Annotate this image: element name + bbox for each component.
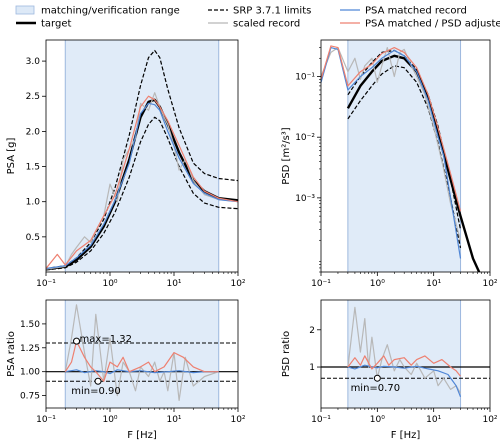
- axes-frame: [320, 299, 491, 409]
- extreme-marker: [73, 337, 81, 345]
- y-tick-label: 2: [309, 326, 315, 336]
- series-psa-matched-psd-adjusted: [321, 45, 462, 212]
- series-target: [46, 98, 238, 271]
- x-tick-label: 10²: [482, 279, 497, 289]
- legend-label: SRP 3.7.1 limits: [233, 6, 311, 17]
- panel-psa: 10⁻¹ 10⁰ 10¹ 10² 0.5 1.0 1.5 2.0 2.5 3.0 PSA [g]: [6, 39, 246, 289]
- y-tick-label: 1.00: [20, 368, 40, 378]
- x-tick-label: 10⁻¹: [36, 279, 56, 289]
- series-scaled-record: [64, 304, 219, 401]
- x-tick-label: 10¹: [166, 279, 181, 289]
- series-psa-matched-psd-adjusted: [347, 355, 461, 377]
- series-scaled-record: [46, 92, 238, 270]
- series-psa-matched-record: [321, 47, 462, 259]
- x-axis-label: F [Hz]: [127, 430, 157, 441]
- series-scaled-record: [347, 306, 462, 394]
- x-tick-label: 10¹: [426, 415, 441, 425]
- y-tick-label: 1.5: [26, 163, 40, 173]
- x-tick-label: 10⁻¹: [311, 415, 331, 425]
- y-axis-label: PSA [g]: [6, 138, 17, 175]
- y-tick-label: 2.0: [26, 127, 41, 137]
- series-srp-3-7-1-limits: [46, 116, 238, 271]
- y-tick-label: 1.25: [20, 344, 40, 354]
- legend-swatch: [15, 5, 35, 15]
- y-tick-label: 2.5: [26, 92, 40, 102]
- y-tick-label: 10⁻¹: [295, 73, 315, 83]
- plot-area: [46, 49, 238, 271]
- legend-label: PSA matched record: [365, 6, 467, 17]
- y-tick-label: 0.5: [26, 233, 40, 243]
- y-tick-label: 1.50: [20, 320, 40, 330]
- matching-range: [65, 300, 219, 408]
- y-axis-label: PSA ratio: [6, 331, 17, 377]
- legend-entry: SRP 3.7.1 limits: [208, 6, 311, 17]
- legend-entry: matching/verification range: [15, 5, 180, 17]
- marker-label: min=0.70: [351, 383, 401, 394]
- y-tick-label: 10⁻³: [295, 194, 315, 204]
- x-tick-label: 10⁰: [102, 415, 117, 425]
- legend-label: PSA matched / PSD adjusted: [365, 19, 500, 30]
- x-tick-label: 10²: [230, 415, 245, 425]
- series-scaled-record: [321, 47, 462, 241]
- x-tick-label: 10⁰: [102, 279, 117, 289]
- y-axis-label: PSD ratio: [281, 331, 292, 377]
- legend-entry: PSA matched / PSD adjusted: [340, 19, 500, 30]
- series-psa-matched-record: [347, 364, 462, 398]
- matching-range: [65, 40, 219, 272]
- x-tick-label: 10⁰: [370, 415, 385, 425]
- plot-area: [321, 45, 481, 272]
- axes-frame: [45, 299, 239, 409]
- y-tick-label: 0.75: [20, 392, 40, 402]
- panel-psa-ratio: 10⁻¹ 10⁰ 10¹ 10² 0.75 1.00 1.25 1.50 max=1.32 min…: [6, 299, 246, 441]
- x-axis-label: F [Hz]: [391, 430, 421, 441]
- y-tick-label: 3.0: [26, 57, 41, 67]
- x-tick-label: 10²: [230, 279, 245, 289]
- plot-area: [321, 306, 490, 398]
- y-tick-label: 1.0: [26, 198, 41, 208]
- legend-label: target: [41, 19, 71, 30]
- x-tick-label: 10¹: [166, 415, 181, 425]
- marker-label: max=1.32: [80, 334, 132, 345]
- y-tick-label: 1: [309, 363, 315, 373]
- legend-label: scaled record: [233, 19, 300, 30]
- extreme-marker: [94, 377, 102, 385]
- x-tick-label: 10⁻¹: [311, 279, 331, 289]
- matching-range: [347, 300, 461, 408]
- x-tick-label: 10⁻¹: [36, 415, 56, 425]
- legend-entry: target: [16, 19, 71, 30]
- x-tick-label: 10²: [482, 415, 497, 425]
- legend-entry: scaled record: [208, 19, 300, 30]
- legend-entry: PSA matched record: [340, 6, 467, 17]
- panel-psd-ratio: 10⁻¹ 10⁰ 10¹ 10² 1 2 min=0.70 PSD ratio F [Hz]: [281, 299, 498, 441]
- panel-psd: 10⁻¹ 10⁰ 10¹ 10² 10⁻³ 10⁻² 10⁻¹ PSD [m²/s³]: [281, 39, 498, 289]
- axes-frame: [45, 39, 239, 273]
- y-axis-label: PSD [m²/s³]: [281, 127, 292, 184]
- extreme-marker: [373, 374, 381, 382]
- x-tick-label: 10⁰: [370, 279, 385, 289]
- axes-frame: [320, 39, 491, 273]
- series-psa-matched-psd-adjusted: [46, 95, 238, 269]
- marker-label: min=0.90: [71, 386, 121, 397]
- series-psa-matched-psd-adjusted: [64, 340, 219, 382]
- y-tick-label: 10⁻²: [295, 133, 315, 143]
- legend-label: matching/verification range: [41, 6, 180, 17]
- series-psa-matched-record: [46, 102, 238, 270]
- x-tick-label: 10¹: [426, 279, 441, 289]
- series-srp-3-7-1-limits: [46, 49, 238, 270]
- legend: matching/verification range target SRP 3.7…: [15, 5, 500, 30]
